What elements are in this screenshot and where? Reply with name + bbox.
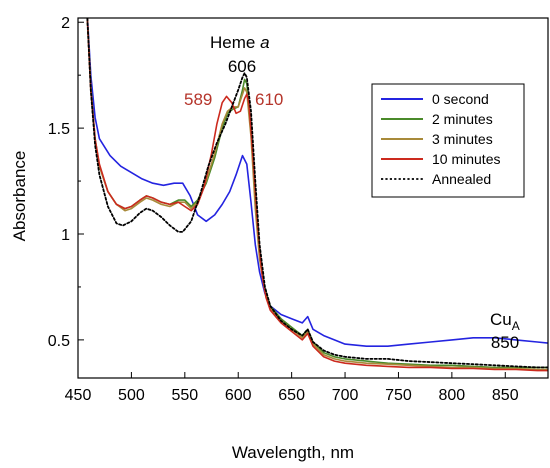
peak-589-label: 589 (184, 90, 212, 109)
x-tick-label: 500 (118, 387, 145, 404)
y-tick-label: 1.5 (48, 121, 70, 138)
legend-label: Annealed (432, 171, 491, 187)
y-tick-label: 1 (61, 227, 70, 244)
heme-a-wavelength: 606 (228, 57, 256, 76)
cua-wavelength: 850 (491, 333, 519, 352)
x-axis-title: Wavelength, nm (232, 443, 354, 462)
legend-label: 10 minutes (432, 151, 500, 167)
x-tick-label: 650 (278, 387, 305, 404)
cua-label: CuA (490, 310, 520, 333)
x-tick-label: 600 (225, 387, 252, 404)
legend-label: 2 minutes (432, 111, 493, 127)
y-tick-label: 2 (61, 15, 70, 32)
heme-a-label: Heme a (210, 33, 270, 52)
y-axis-title: Absorbance (10, 151, 29, 242)
x-tick-label: 700 (332, 387, 359, 404)
legend: 0 second 2 minutes 3 minutes 10 minutes Anne… (372, 84, 524, 197)
x-tick-label: 450 (65, 387, 92, 404)
y-tick-label: 0.5 (48, 333, 70, 350)
x-tick-label: 850 (492, 387, 519, 404)
peak-610-label: 610 (255, 90, 283, 109)
x-tick-label: 550 (171, 387, 198, 404)
legend-label: 3 minutes (432, 131, 493, 147)
x-tick-label: 750 (385, 387, 412, 404)
x-tick-label: 800 (439, 387, 466, 404)
legend-label: 0 second (432, 91, 489, 107)
